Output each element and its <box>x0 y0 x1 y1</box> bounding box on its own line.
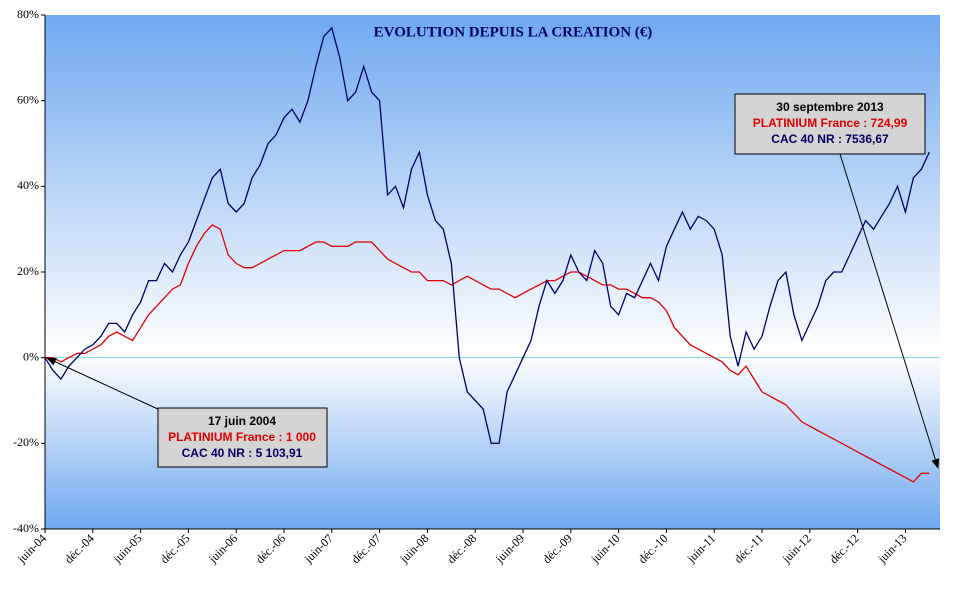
y-tick-label: 20% <box>17 264 39 278</box>
x-tick-label: juin-06 <box>205 531 240 566</box>
x-tick-label: déc.-05 <box>157 531 192 566</box>
x-tick-label: déc.-09 <box>540 531 575 566</box>
x-tick-label: juin-10 <box>588 531 623 566</box>
y-tick-label: 40% <box>17 178 39 192</box>
y-tick-label: -40% <box>13 521 39 535</box>
chart-title: EVOLUTION DEPUIS LA CREATION (€) <box>374 24 653 40</box>
annotation-box: 17 juin 2004 PLATINIUM France : 1 000 CA… <box>157 407 328 468</box>
x-tick-label: déc.-11 <box>731 531 766 566</box>
annotation-date: 17 juin 2004 <box>208 414 276 428</box>
annotation-box: 30 septembre 2013 PLATINIUM France : 724… <box>734 93 926 155</box>
annotation-index: CAC 40 NR : 7536,67 <box>771 132 889 146</box>
x-tick-label: juin-08 <box>396 531 431 566</box>
arrow <box>839 153 940 469</box>
x-tick-label: déc.-12 <box>827 531 862 566</box>
x-tick-label: déc.-04 <box>62 531 97 566</box>
x-tick-label: juin-07 <box>301 531 336 566</box>
box <box>157 407 328 468</box>
y-tick-label: 60% <box>17 92 39 106</box>
y-tick-label: 80% <box>17 7 39 21</box>
x-tick-label: déc.-06 <box>253 531 288 566</box>
x-tick-label: juin-13 <box>874 531 909 566</box>
annotation-fund: PLATINIUM France : 1 000 <box>168 430 316 444</box>
x-tick-label: juin-12 <box>779 531 814 566</box>
x-tick-label: juin-09 <box>492 531 527 566</box>
annotation-index: CAC 40 NR : 5 103,91 <box>182 446 303 460</box>
annotation-fund: PLATINIUM France : 724,99 <box>753 116 908 130</box>
x-tick-label: juin-04 <box>14 531 49 566</box>
x-tick-label: déc.-07 <box>349 531 384 566</box>
box <box>734 93 926 155</box>
y-tick-label: 0% <box>23 349 39 363</box>
series-line <box>44 26 930 444</box>
x-tick-label: juin-05 <box>110 531 145 566</box>
x-tick-label: déc.-08 <box>444 531 479 566</box>
x-tick-label: juin-11 <box>683 531 718 566</box>
series-line <box>45 224 930 483</box>
annotation-date: 30 septembre 2013 <box>776 100 884 114</box>
y-tick-label: -20% <box>13 435 39 449</box>
x-tick-label: déc.-10 <box>635 531 670 566</box>
arrow <box>46 357 161 411</box>
